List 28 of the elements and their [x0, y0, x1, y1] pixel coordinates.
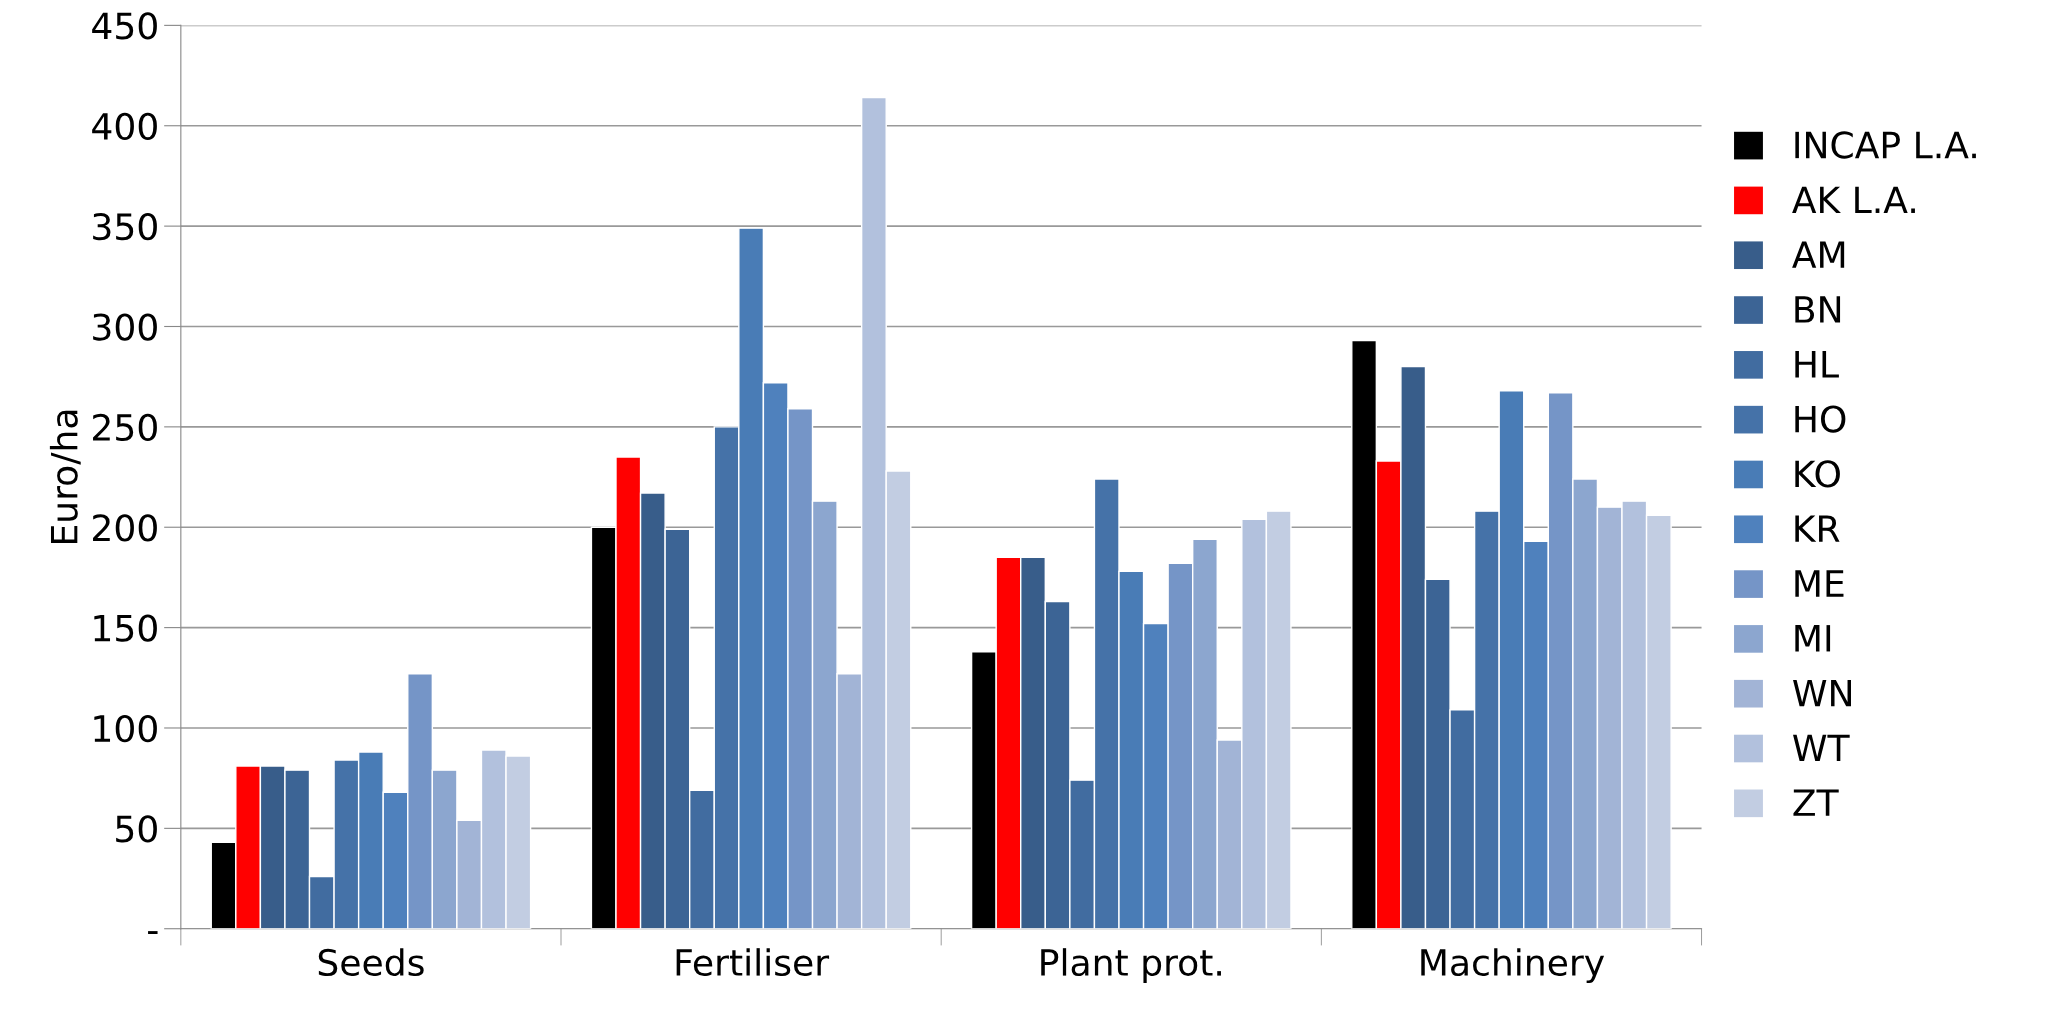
- legend-label: MI: [1795, 625, 1831, 652]
- legend-label: INCAP L.A.: [1795, 131, 1976, 159]
- legend-label: KO: [1795, 460, 1840, 488]
- legend-label: AK L.A.: [1792, 186, 1915, 213]
- legend-label: HO: [1795, 405, 1846, 433]
- y-axis-title: Euro/ha: [49, 410, 81, 544]
- y-tick-label: 300: [93, 313, 157, 341]
- x-tick-label: Fertiliser: [676, 948, 830, 977]
- legend-label: BN: [1795, 296, 1841, 323]
- y-tick-label: 450: [92, 12, 157, 40]
- y-tick-label: 250: [93, 413, 157, 442]
- legend-label: WN: [1793, 679, 1851, 707]
- y-tick-label: 200: [93, 514, 157, 542]
- legend-label: AM: [1792, 241, 1845, 268]
- x-tick-label: Machinery: [1421, 948, 1605, 984]
- legend-label: KR: [1795, 515, 1840, 542]
- legend-label: ME: [1795, 570, 1844, 597]
- y-tick-label: 100: [94, 714, 157, 743]
- y-tick-label: -: [148, 931, 158, 934]
- legend-label: ZT: [1793, 789, 1839, 816]
- y-tick-label: 50: [116, 815, 157, 843]
- legend-label: WT: [1793, 734, 1850, 762]
- y-tick-label: 400: [92, 112, 157, 140]
- x-tick-label: Plant prot.: [1041, 948, 1221, 984]
- y-tick-label: 150: [94, 614, 157, 642]
- y-tick-label: 350: [93, 213, 157, 241]
- x-tick-label: Seeds: [318, 948, 424, 977]
- legend-label: HL: [1795, 351, 1839, 378]
